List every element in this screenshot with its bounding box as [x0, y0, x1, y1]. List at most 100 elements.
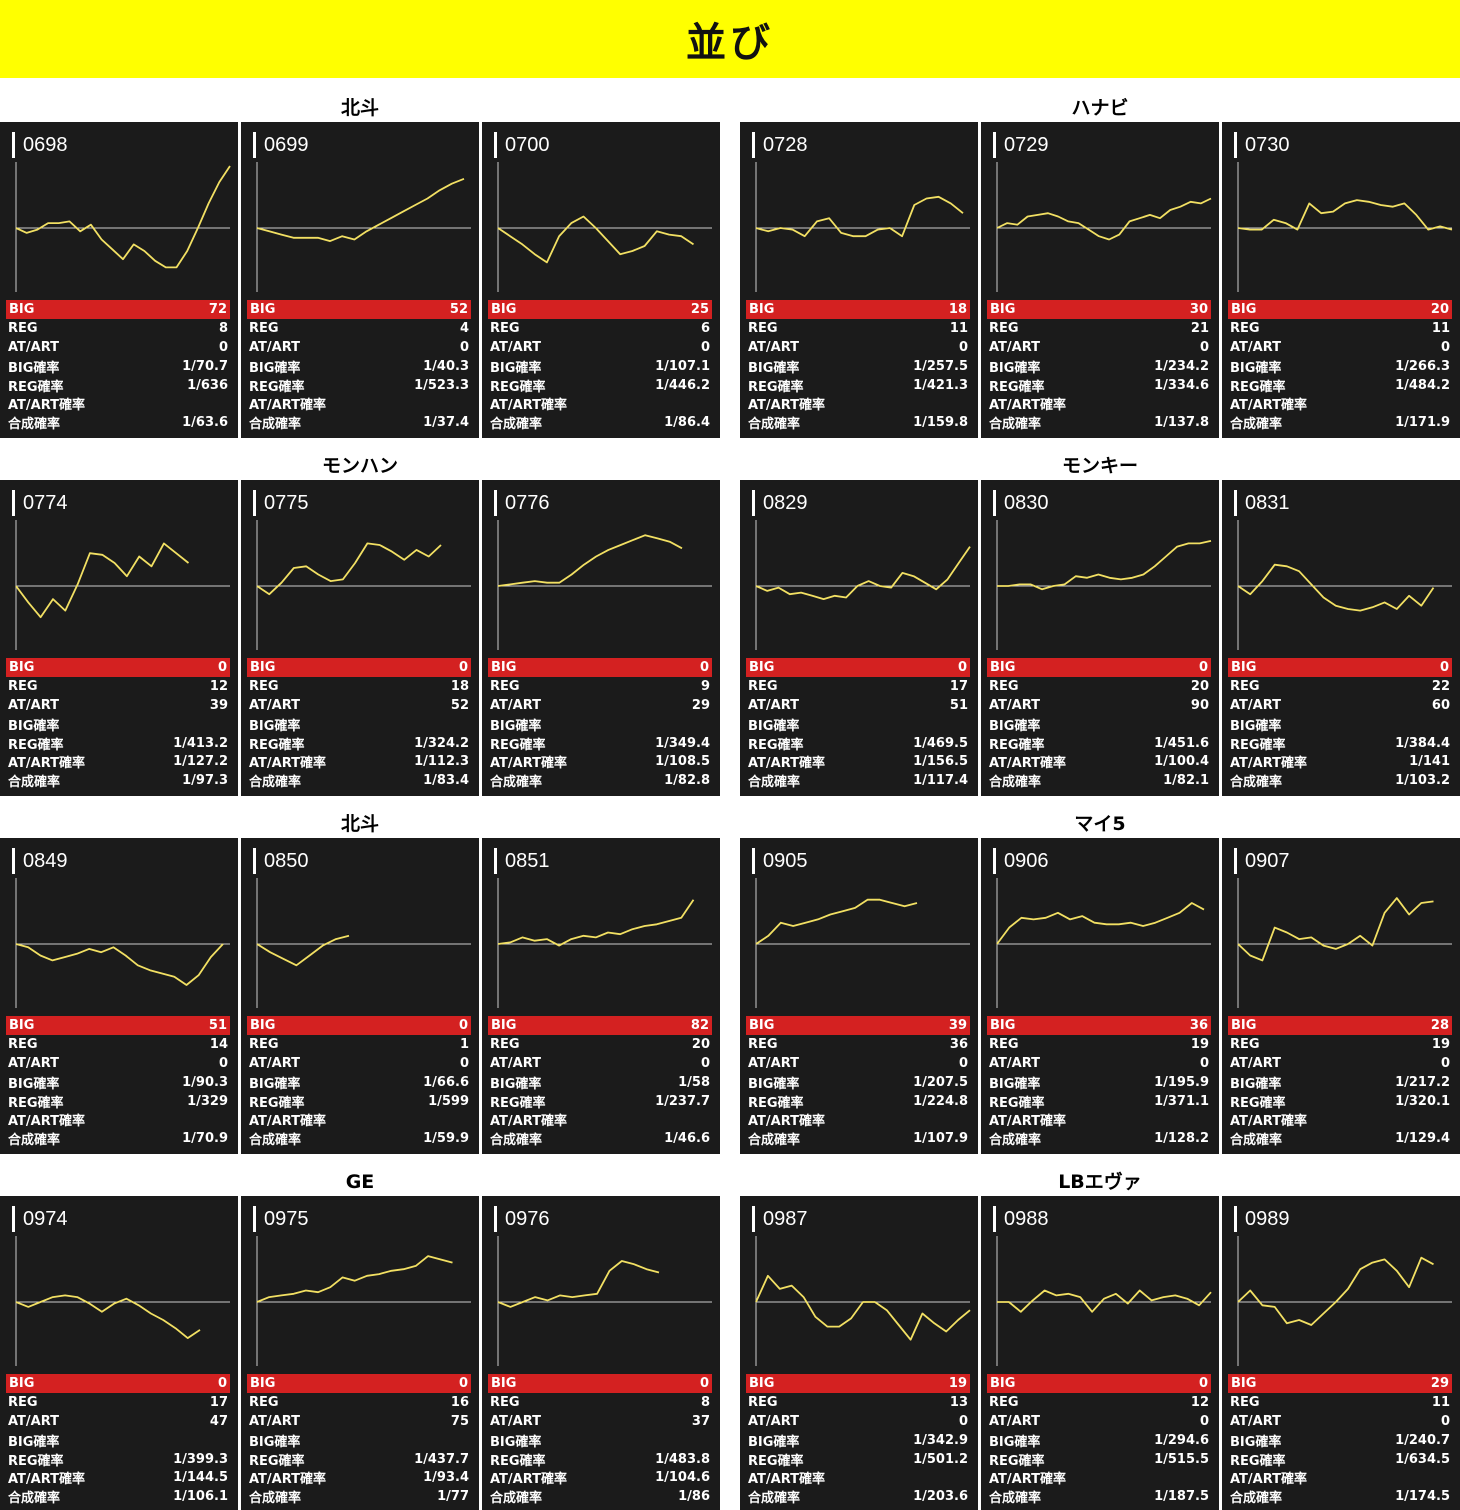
stat-value: 1/59.9: [423, 1131, 469, 1147]
stat-row-big: BIG 30: [987, 300, 1211, 319]
stat-value: 1/384.4: [1395, 735, 1450, 751]
group-title: GE: [345, 1171, 375, 1193]
stat-value: 72: [208, 301, 227, 317]
machine-panel[interactable]: 0849 BIG 51 REG 14 AT/ART 0 BIG確率 1/90.3 REG確率 1/3…: [0, 838, 238, 1154]
stat-row-big: BIG 0: [247, 658, 471, 677]
stat-row-reg: REG 22: [1228, 677, 1452, 696]
stat-value: 0: [458, 1375, 468, 1391]
machine-panel[interactable]: 0729 BIG 30 REG 21 AT/ART 0 BIG確率 1/234.2 REG確率 1/…: [981, 122, 1219, 438]
machine-panel[interactable]: 0989 BIG 29 REG 11 AT/ART 0 BIG確率 1/240.7 REG確率 1/…: [1222, 1196, 1460, 1510]
stat-row-reg-rate: REG確率 1/437.7: [247, 1450, 471, 1469]
stat-row-at-rate: AT/ART確率 1/112.3: [247, 752, 471, 771]
stat-value: 37: [691, 1413, 710, 1429]
stat-value: 1/451.6: [1154, 735, 1209, 751]
stat-label: AT/ART確率: [989, 398, 1067, 414]
machine-panel[interactable]: 0975 BIG 0 REG 16 AT/ART 75 BIG確率 REG確率 1/437.7 AT…: [241, 1196, 479, 1510]
stat-row-total-rate: 合成確率 1/63.6: [6, 413, 230, 432]
machine-panel[interactable]: 0850 BIG 0 REG 1 AT/ART 0 BIG確率 1/66.6 REG確率 1/599…: [241, 838, 479, 1154]
stat-row-big-rate: BIG確率: [247, 715, 471, 734]
stat-label: AT/ART確率: [249, 398, 327, 414]
stat-value: 1/83.4: [423, 773, 469, 789]
stat-row-reg: REG 8: [488, 1393, 712, 1412]
machine-panel[interactable]: 0730 BIG 20 REG 11 AT/ART 0 BIG確率 1/266.3 REG確率 1/…: [1222, 122, 1460, 438]
stat-label: REG確率: [989, 379, 1045, 395]
stats-table: BIG 0 REG 12 AT/ART 0 BIG確率 1/294.6 REG確率 1/515.5…: [987, 1374, 1211, 1506]
stat-label: BIG確率: [249, 360, 301, 376]
stat-label: AT/ART確率: [989, 756, 1067, 772]
stat-row-reg-rate: REG確率 1/634.5: [1228, 1450, 1452, 1469]
stat-label: 合成確率: [8, 775, 61, 791]
machine-panel[interactable]: 0829 BIG 0 REG 17 AT/ART 51 BIG確率 REG確率 1/469.5 AT…: [740, 480, 978, 796]
machine-number: 0699: [253, 132, 309, 158]
stat-row-at: AT/ART 0: [247, 1054, 471, 1073]
stats-table: BIG 82 REG 20 AT/ART 0 BIG確率 1/58 REG確率 1/237.7 AT…: [488, 1016, 712, 1148]
machine-panel[interactable]: 0700 BIG 25 REG 6 AT/ART 0 BIG確率 1/107.1 REG確率 1/4…: [482, 122, 720, 438]
stat-row-big-rate: BIG確率 1/217.2: [1228, 1073, 1452, 1092]
stat-value: 1/437.7: [414, 1451, 469, 1467]
graph-line: [497, 534, 683, 587]
machine-panel[interactable]: 0851 BIG 82 REG 20 AT/ART 0 BIG確率 1/58 REG確率 1/237…: [482, 838, 720, 1154]
stat-label: 合成確率: [1230, 417, 1283, 433]
stat-label: REG確率: [490, 1453, 546, 1469]
stat-value: 1/58: [678, 1074, 710, 1090]
stat-value: 0: [1199, 1055, 1209, 1071]
machine-panel[interactable]: 0775 BIG 0 REG 18 AT/ART 52 BIG確率 REG確率 1/324.2 AT…: [241, 480, 479, 796]
stat-label: BIG確率: [249, 718, 301, 734]
stat-value: 20: [691, 1036, 710, 1052]
graph-canvas: [1237, 1236, 1452, 1366]
graph-line: [997, 1289, 1212, 1313]
stat-label: 合成確率: [490, 1133, 543, 1149]
machine-panel[interactable]: 0831 BIG 0 REG 22 AT/ART 60 BIG確率 REG確率 1/384.4 AT…: [1222, 480, 1460, 796]
graph-canvas: [256, 1236, 471, 1366]
stat-value: 1/82.1: [1163, 773, 1209, 789]
machine-panel[interactable]: 0698 BIG 72 REG 8 AT/ART 0 BIG確率 1/70.7 REG確率 1/63…: [0, 122, 238, 438]
machine-panel[interactable]: 0988 BIG 0 REG 12 AT/ART 0 BIG確率 1/294.6 REG確率 1/5…: [981, 1196, 1219, 1510]
stat-label: BIG確率: [989, 1076, 1041, 1092]
stat-row-big-rate: BIG確率 1/234.2: [987, 357, 1211, 376]
machine-panel[interactable]: 0976 BIG 0 REG 8 AT/ART 37 BIG確率 REG確率 1/483.8 AT/…: [482, 1196, 720, 1510]
graph-canvas: [755, 1236, 971, 1366]
stat-label: AT/ART: [490, 697, 542, 713]
machine-panel[interactable]: 0987 BIG 19 REG 13 AT/ART 0 BIG確率 1/342.9 REG確率 1/…: [740, 1196, 978, 1510]
stat-value: 1/174.5: [1395, 1489, 1450, 1505]
stat-value: 0: [1198, 1375, 1208, 1391]
slump-graph: [0, 878, 238, 1008]
stat-label: REG確率: [748, 737, 804, 753]
stat-row-big: BIG 0: [488, 658, 712, 677]
stat-value: 1/237.7: [655, 1093, 710, 1109]
machine-panel[interactable]: 0776 BIG 0 REG 9 AT/ART 29 BIG確率 REG確率 1/349.4 AT/…: [482, 480, 720, 796]
stat-row-big: BIG 0: [247, 1016, 471, 1035]
stat-row-reg: REG 18: [247, 677, 471, 696]
stat-value: 1/129.4: [1395, 1131, 1450, 1147]
stat-value: 0: [699, 659, 709, 675]
machine-panel[interactable]: 0774 BIG 0 REG 12 AT/ART 39 BIG確率 REG確率 1/413.2 AT…: [0, 480, 238, 796]
stat-row-at: AT/ART 0: [987, 338, 1211, 357]
machine-panel[interactable]: 0830 BIG 0 REG 20 AT/ART 90 BIG確率 REG確率 1/451.6 AT…: [981, 480, 1219, 796]
stat-label: REG: [989, 678, 1019, 694]
machine-panel[interactable]: 0906 BIG 36 REG 19 AT/ART 0 BIG確率 1/195.9 REG確率 1/…: [981, 838, 1219, 1154]
graph-canvas: [256, 520, 471, 650]
machine-panel[interactable]: 0974 BIG 0 REG 17 AT/ART 47 BIG確率 REG確率 1/399.3 AT…: [0, 1196, 238, 1510]
stat-label: REG: [249, 320, 279, 336]
stat-row-at: AT/ART 0: [488, 338, 712, 357]
stat-row-reg: REG 16: [247, 1393, 471, 1412]
stat-label: AT/ART: [8, 339, 60, 355]
machine-panel[interactable]: 0728 BIG 18 REG 11 AT/ART 0 BIG確率 1/257.5 REG確率 1/…: [740, 122, 978, 438]
stat-row-reg-rate: REG確率 1/469.5: [746, 734, 970, 753]
graph-canvas: [755, 520, 971, 650]
stat-row-reg: REG 11: [1228, 1393, 1452, 1412]
group-title: 北斗: [340, 97, 379, 119]
machine-panel[interactable]: 0905 BIG 39 REG 36 AT/ART 0 BIG確率 1/207.5 REG確率 1/…: [740, 838, 978, 1154]
machine-number: 0698: [12, 132, 68, 158]
stat-row-reg: REG 20: [488, 1035, 712, 1054]
stat-value: 1/399.3: [173, 1451, 228, 1467]
stat-row-big-rate: BIG確率 1/58: [488, 1073, 712, 1092]
machine-panel[interactable]: 0699 BIG 52 REG 4 AT/ART 0 BIG確率 1/40.3 REG確率 1/52…: [241, 122, 479, 438]
stat-row-at-rate: AT/ART確率 1/100.4: [987, 752, 1211, 771]
machine-number: 0988: [993, 1206, 1049, 1232]
stat-row-at: AT/ART 75: [247, 1412, 471, 1431]
stat-label: 合成確率: [748, 775, 801, 791]
machine-panel[interactable]: 0907 BIG 28 REG 19 AT/ART 0 BIG確率 1/217.2 REG確率 1/…: [1222, 838, 1460, 1154]
stat-row-reg-rate: REG確率 1/329: [6, 1092, 230, 1111]
stat-label: BIG: [9, 1017, 35, 1033]
